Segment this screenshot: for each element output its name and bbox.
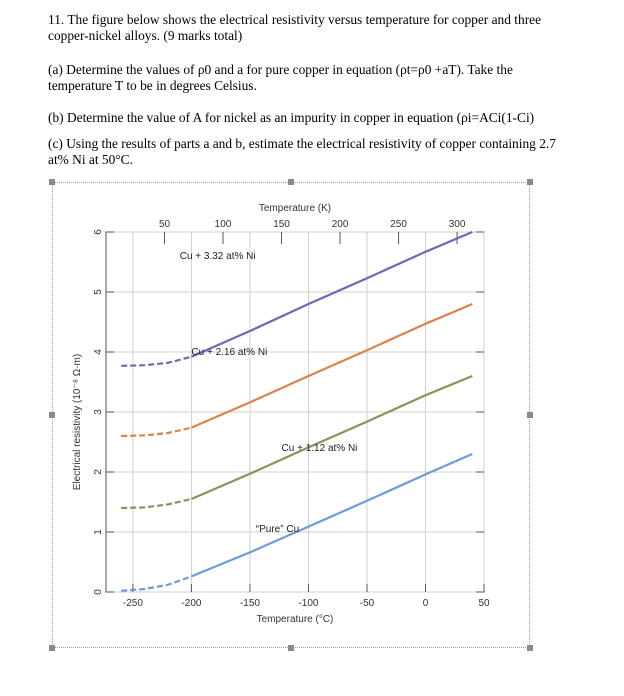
resize-handle-top-right[interactable] [527,179,533,185]
part-b-line: (b) Determine the value of A for nickel … [48,110,535,125]
top-tick-label: 100 [215,219,232,230]
part-a-line-2: temperature T to be in degrees Celsius. [48,78,257,93]
resize-handle-top-center[interactable] [288,179,294,185]
part-c-line-2: at% Ni at 50°C. [48,152,133,167]
top-axis-title: Temperature (K) [259,203,331,214]
chart-series [121,230,473,592]
y-tick-label: 3 [93,409,104,415]
x-tick-label: -100 [298,598,318,609]
resistivity-chart: -250 -200 -150 -100 -50 0 50 0 1 2 3 4 5 6 50 100 150 200… [72,203,490,625]
question-part-c: (c) Using the results of parts a and b, … [48,136,588,168]
x-tick-label: -250 [123,598,143,609]
question-heading-line-2: copper-nickel alloys. (9 marks total) [48,28,243,43]
y-tick-label: 5 [93,289,104,295]
y-axis-title: Electrical resistivity (10⁻⁸ Ω·m) [72,354,83,490]
series-line [190,230,473,358]
y-tick-label: 2 [93,469,104,475]
chart-grid [105,231,485,593]
y-tick-label: 0 [93,589,104,595]
question-part-a: (a) Determine the values of ρ0 and a for… [48,62,588,94]
series-line-dashed [121,497,192,510]
series-line [190,452,473,578]
series-group [121,302,473,438]
series-line-dashed [121,355,192,367]
series-line-dashed [121,426,192,438]
series-line [190,302,473,429]
part-c-line-1: (c) Using the results of parts a and b, … [48,136,556,151]
top-tick-label: 250 [390,219,407,230]
x-tick-label: -50 [360,598,375,609]
x-tick-label: -150 [240,598,260,609]
resize-handle-middle-right[interactable] [527,412,533,418]
top-tick-label: 300 [449,219,466,230]
top-tick-label: 50 [159,219,171,230]
resize-handle-bottom-center[interactable] [288,645,294,651]
x-tick-label: -200 [181,598,201,609]
series-label: Cu + 2.16 at% Ni [191,347,267,358]
series-group [121,230,473,367]
resize-handle-bottom-left[interactable] [49,645,55,651]
series-label: Cu + 3.32 at% Ni [180,251,256,262]
series-line-dashed [121,575,192,592]
x-axis-title: Temperature (°C) [257,614,334,625]
y-tick-label: 6 [93,229,104,235]
series-label: “Pure” Cu [256,524,299,535]
question-part-b: (b) Determine the value of A for nickel … [48,110,588,126]
y-tick-label: 1 [93,529,104,535]
series-line [190,374,473,501]
question-heading-line-1: 11. The figure below shows the electrica… [48,12,542,27]
resize-handle-bottom-right[interactable] [527,645,533,651]
top-tick-label: 150 [273,219,290,230]
series-group [121,452,473,592]
resize-handle-middle-left[interactable] [49,412,55,418]
top-tick-label: 200 [332,219,349,230]
question-heading: 11. The figure below shows the electrica… [48,12,588,44]
part-a-line-1: (a) Determine the values of ρ0 and a for… [48,62,513,77]
resize-handle-top-left[interactable] [49,179,55,185]
series-label: Cu + 1.12 at% Ni [282,443,358,454]
x-tick-label: 0 [423,598,429,609]
series-group [121,374,473,510]
y-tick-label: 4 [93,349,104,355]
x-tick-label: 50 [478,598,490,609]
chart-labels: -250 -200 -150 -100 -50 0 50 0 1 2 3 4 5 6 50 100 150 200… [72,203,490,625]
